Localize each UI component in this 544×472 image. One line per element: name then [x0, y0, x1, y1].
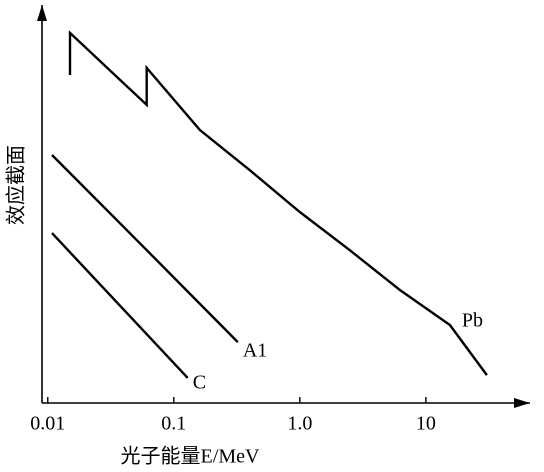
- series-label: Pb: [462, 310, 483, 332]
- series-line: [51, 232, 189, 379]
- x-tick-label: 0.1: [161, 413, 186, 435]
- series-line: [68, 30, 488, 376]
- x-axis-arrow: [514, 398, 530, 408]
- y-axis-label: 效应截面: [5, 145, 28, 225]
- x-tick-label: 10: [416, 413, 436, 435]
- x-tick-label: 0.01: [30, 413, 65, 435]
- x-tick-label: 1.0: [287, 413, 312, 435]
- y-axis-arrow: [37, 5, 47, 21]
- series-label: C: [193, 372, 206, 394]
- x-axis-label: 光子能量E/MeV: [121, 445, 260, 468]
- series-line: [51, 154, 239, 343]
- series-label: A1: [243, 340, 267, 362]
